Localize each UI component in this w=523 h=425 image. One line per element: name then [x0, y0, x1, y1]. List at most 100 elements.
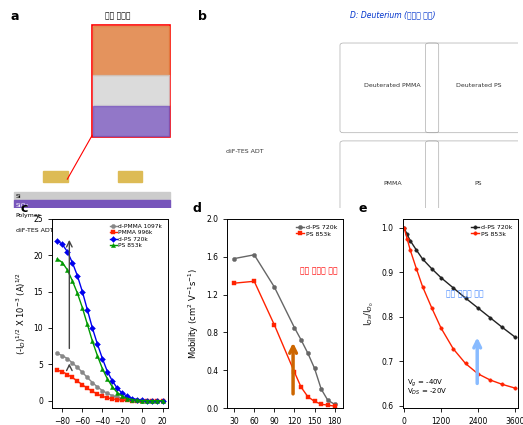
d-PS 720k	[404, 232, 411, 237]
d-PS 720k	[150, 398, 156, 403]
Legend: d-PS 720k, PS 853k: d-PS 720k, PS 853k	[469, 222, 515, 239]
Legend: d-PMMA 1097k, PMMA 996k, d-PS 720k, PS 853k: d-PMMA 1097k, PMMA 996k, d-PS 720k, PS 8…	[107, 222, 165, 250]
PS 853k	[251, 279, 257, 284]
d-PS 720k	[305, 351, 311, 356]
Legend: d-PS 720k, PS 853k: d-PS 720k, PS 853k	[294, 222, 339, 239]
Text: PMMA: PMMA	[383, 181, 402, 186]
d-PS 720k	[119, 391, 126, 396]
Text: 열적 안정성 향상: 열적 안정성 향상	[300, 267, 337, 276]
d-PMMA 1097k	[124, 397, 131, 402]
d-PS 720k	[407, 238, 413, 243]
d-PMMA 1097k	[119, 396, 126, 401]
PS 853k	[64, 267, 71, 272]
Text: a: a	[10, 10, 19, 23]
Y-axis label: I$_{Ds}$/I$_{D_0}$: I$_{Ds}$/I$_{D_0}$	[362, 301, 376, 326]
PS 853k	[129, 397, 135, 402]
d-PMMA 1097k	[69, 360, 75, 366]
d-PMMA 1097k	[109, 393, 116, 398]
Line: d-PS 720k: d-PS 720k	[402, 226, 516, 339]
d-PS 720k	[59, 242, 65, 247]
PMMA 996k	[109, 397, 116, 402]
PS 853k	[109, 384, 116, 389]
PS 853k	[150, 398, 156, 403]
Bar	[14, 192, 170, 200]
Text: SiO₂: SiO₂	[16, 203, 29, 208]
PS 853k	[54, 256, 61, 261]
d-PS 720k	[104, 369, 110, 374]
PS 853k	[332, 404, 338, 409]
Bar	[14, 210, 170, 221]
PS 853k	[475, 371, 481, 376]
d-PMMA 1097k	[115, 394, 121, 400]
d-PMMA 1097k	[160, 398, 166, 403]
d-PS 720k	[271, 284, 278, 289]
d-PS 720k	[109, 379, 116, 384]
Text: b: b	[198, 10, 207, 23]
d-PS 720k	[64, 249, 71, 254]
d-PS 720k	[139, 398, 145, 403]
d-PMMA 1097k	[150, 398, 156, 403]
PS 853k	[450, 346, 457, 351]
PS 853k	[119, 394, 126, 399]
PMMA 996k	[74, 379, 81, 384]
PS 853k	[84, 322, 90, 327]
PS 853k	[318, 402, 324, 407]
Line: PS 853k: PS 853k	[55, 257, 165, 403]
PS 853k	[115, 390, 121, 395]
PS 853k	[104, 377, 110, 382]
PS 853k	[429, 305, 435, 310]
d-PMMA 1097k	[74, 365, 81, 370]
PS 853k	[99, 366, 106, 371]
d-PS 720k	[79, 289, 85, 294]
d-PS 720k	[499, 325, 506, 330]
Text: V$_{DS}$ = -20V: V$_{DS}$ = -20V	[406, 387, 447, 397]
Line: d-PS 720k: d-PS 720k	[55, 238, 165, 403]
d-PMMA 1097k	[104, 391, 110, 396]
d-PMMA 1097k	[59, 353, 65, 358]
PMMA 996k	[134, 398, 141, 403]
d-PMMA 1097k	[129, 397, 135, 402]
d-PMMA 1097k	[84, 375, 90, 380]
PMMA 996k	[64, 372, 71, 377]
d-PMMA 1097k	[79, 370, 85, 375]
Text: 전압 안정성 향상: 전압 안정성 향상	[446, 290, 483, 299]
d-PMMA 1097k	[99, 388, 106, 393]
d-PMMA 1097k	[134, 398, 141, 403]
Bar	[93, 75, 169, 105]
PMMA 996k	[119, 398, 126, 403]
d-PMMA 1097k	[144, 398, 151, 403]
d-PMMA 1097k	[139, 398, 145, 403]
d-PS 720k	[89, 326, 96, 331]
d-PS 720k	[438, 275, 444, 280]
PS 853k	[160, 398, 166, 403]
PS 853k	[231, 280, 237, 286]
Line: PS 853k: PS 853k	[232, 279, 337, 408]
d-PS 720k	[69, 260, 75, 265]
d-PS 720k	[251, 252, 257, 258]
Y-axis label: Mobility (cm$^2$ V$^{-1}$s$^{-1}$): Mobility (cm$^2$ V$^{-1}$s$^{-1}$)	[186, 268, 201, 359]
d-PS 720k	[511, 334, 518, 339]
d-PS 720k	[160, 398, 166, 403]
PS 853k	[79, 305, 85, 310]
Text: D: Deuterium (중수소 치환): D: Deuterium (중수소 치환)	[350, 10, 436, 20]
PMMA 996k	[104, 395, 110, 400]
PS 853k	[311, 399, 317, 404]
PMMA 996k	[89, 389, 96, 394]
d-PS 720k	[298, 337, 304, 343]
PS 853k	[325, 402, 331, 408]
d-PMMA 1097k	[54, 351, 61, 356]
PMMA 996k	[150, 398, 156, 403]
Text: c: c	[20, 202, 27, 215]
d-PMMA 1097k	[154, 398, 161, 403]
d-PS 720k	[325, 398, 331, 403]
PS 853k	[499, 382, 506, 387]
d-PS 720k	[99, 356, 106, 361]
PS 853k	[139, 398, 145, 403]
d-PS 720k	[231, 256, 237, 261]
PS 853k	[271, 322, 278, 327]
Text: Si: Si	[16, 193, 21, 198]
d-PMMA 1097k	[89, 380, 96, 385]
Bar	[118, 171, 142, 182]
PS 853k	[134, 398, 141, 403]
PS 853k	[74, 291, 81, 296]
